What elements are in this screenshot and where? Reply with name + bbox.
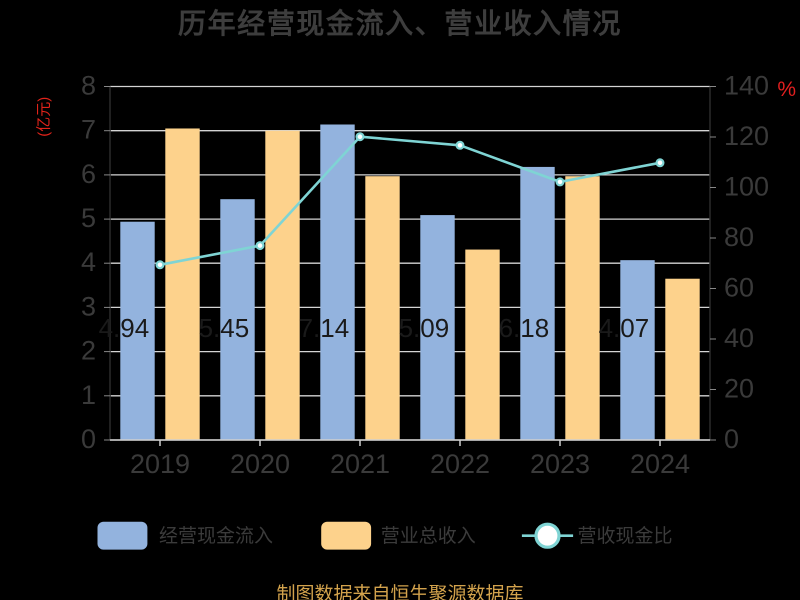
svg-text:营业总收入: 营业总收入 <box>381 525 476 547</box>
svg-text:经营现金流入: 经营现金流入 <box>159 525 273 547</box>
svg-text:营收现金比: 营收现金比 <box>578 525 673 547</box>
